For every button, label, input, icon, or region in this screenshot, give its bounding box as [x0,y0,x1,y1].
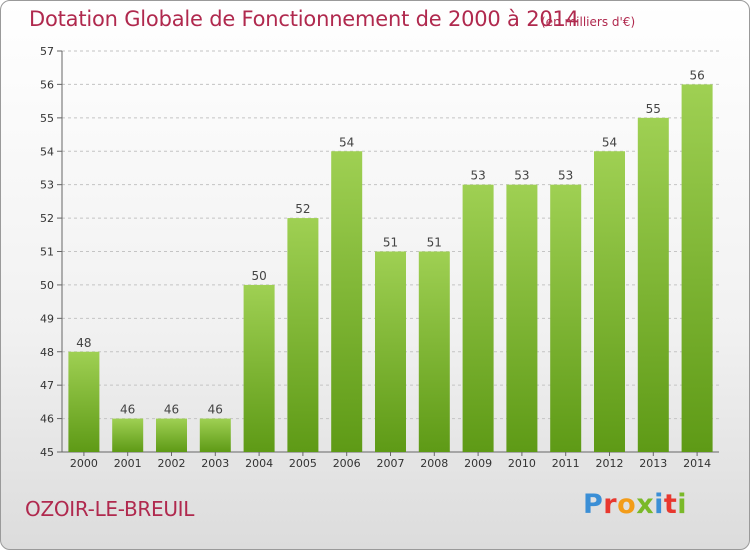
x-tick-label-2002: 2002 [158,457,186,470]
value-label-2011: 53 [558,169,573,183]
bar-2004 [243,284,275,452]
label-layer: 48 46 46 46 50 52 54 51 51 53 53 53 54 55 56 [76,68,704,416]
x-tick-label-2006: 2006 [333,457,361,470]
value-label-2014: 56 [689,68,704,82]
bar-2006 [331,151,363,452]
y-tick-label: 50 [40,279,54,292]
y-tick-label: 47 [40,379,54,392]
value-label-2006: 54 [339,135,354,149]
logo-letter: r [603,489,618,520]
chart-unit: (en milliers d'€) [541,15,636,29]
value-label-2008: 51 [427,236,442,250]
value-label-2010: 53 [514,169,529,183]
bar-2002 [156,418,187,452]
x-tick-label-2012: 2012 [596,457,624,470]
y-tick-label: 56 [40,78,54,91]
value-label-2004: 50 [251,269,266,283]
y-tick-label: 51 [40,246,54,259]
x-tick-label-2004: 2004 [245,457,273,470]
value-label-2012: 54 [602,135,617,149]
proxiti-logo: Proxiti [583,489,687,520]
value-label-2000: 48 [76,336,91,350]
bar-2010 [506,184,538,452]
value-label-2005: 52 [295,202,310,216]
x-tick-label-2009: 2009 [464,457,492,470]
value-label-2003: 46 [208,403,223,417]
chart-title: Dotation Globale de Fonctionnement de 20… [29,7,579,31]
x-tick-label-2011: 2011 [552,457,580,470]
x-tick-label-2007: 2007 [377,457,405,470]
x-tick-label-2005: 2005 [289,457,317,470]
bar-2005 [287,218,319,452]
x-tick-label-2000: 2000 [70,457,98,470]
bar-2011 [550,184,582,452]
logo-letter: t [663,489,678,520]
bar-2014 [681,84,713,453]
value-label-2013: 55 [646,102,661,116]
bar-2009 [462,184,494,452]
x-tick-label-2013: 2013 [639,457,667,470]
value-label-2002: 46 [164,403,179,417]
bar-2012 [594,151,625,452]
x-tick-label-2001: 2001 [114,457,142,470]
value-label-2007: 51 [383,236,398,250]
bar-2001 [112,418,144,452]
x-tick-label-2003: 2003 [201,457,229,470]
y-tick-label: 52 [40,212,54,225]
y-tick-label: 57 [40,45,54,58]
logo-letter: x [636,489,655,520]
y-tick-label: 46 [40,413,54,426]
y-tick-label: 53 [40,179,54,192]
logo-letter: P [583,489,604,520]
logo-letter: i [677,489,688,520]
value-label-2001: 46 [120,403,135,417]
bar-2000 [68,351,100,452]
logo-letter: o [617,489,637,520]
value-label-2009: 53 [470,169,485,183]
bar-layer [68,84,713,453]
y-tick-label: 55 [40,112,54,125]
logo-letter: i [654,489,664,520]
commune-name: OZOIR-LE-BREUIL [25,497,195,521]
bar-2008 [418,251,450,452]
bar-2013 [637,117,669,452]
y-tick-label: 49 [40,312,54,325]
bar-2007 [375,251,406,452]
bar-2003 [199,418,231,452]
x-tick-label-2010: 2010 [508,457,536,470]
x-tick-label-2008: 2008 [420,457,448,470]
y-tick-label: 45 [40,446,54,459]
y-tick-label: 48 [40,346,54,359]
y-tick-label: 54 [40,145,54,158]
x-tick-label-2014: 2014 [683,457,711,470]
